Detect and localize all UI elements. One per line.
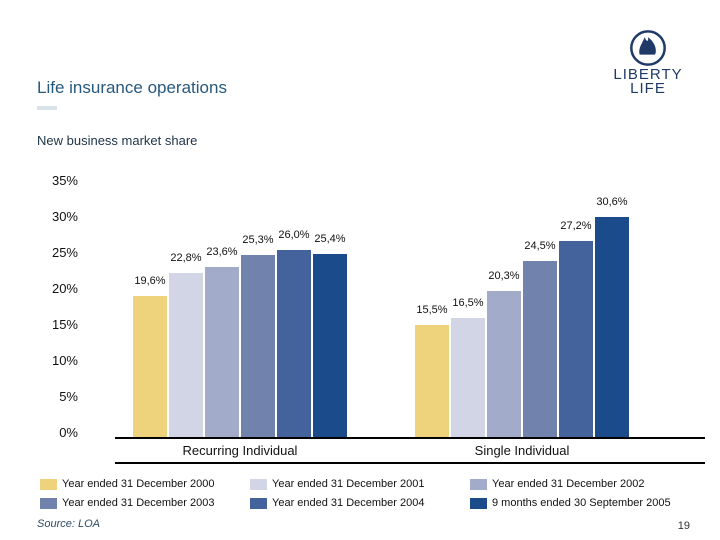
- legend-label: Year ended 31 December 2003: [62, 497, 215, 509]
- bar: [451, 318, 485, 437]
- logo-brand-line1: LIBERTY: [613, 66, 683, 83]
- category-separator-line: [115, 462, 705, 464]
- bar: [205, 267, 239, 437]
- legend-swatch: [40, 479, 57, 490]
- bar: [277, 250, 311, 437]
- liberty-life-logo: LIBERTY LIFE: [600, 28, 696, 112]
- legend-swatch: [470, 479, 487, 490]
- bar-value-label: 23,6%: [206, 246, 238, 258]
- legend-label: Year ended 31 December 2000: [62, 478, 215, 490]
- legend-label: Year ended 31 December 2001: [272, 478, 425, 490]
- bar: [241, 255, 275, 437]
- x-axis-baseline: [115, 437, 705, 439]
- flame-circle-icon: [600, 28, 696, 68]
- source-note: Source: LOA: [37, 518, 100, 530]
- bar: [559, 241, 593, 437]
- bar: [523, 261, 557, 437]
- bar: [169, 273, 203, 437]
- bar-value-label: 30,6%: [596, 196, 628, 208]
- y-axis-tick-label: 5%: [59, 389, 78, 404]
- y-axis-tick-label: 30%: [51, 209, 78, 224]
- bar-value-label: 16,5%: [452, 297, 484, 309]
- bar-value-label: 20,3%: [488, 270, 520, 282]
- legend-label: Year ended 31 December 2004: [272, 497, 425, 509]
- bar-value-label: 25,3%: [242, 234, 274, 246]
- bar: [313, 254, 347, 437]
- y-axis-tick-label: 0%: [59, 425, 78, 440]
- title-underline-dash: [37, 106, 57, 110]
- legend-label: Year ended 31 December 2002: [492, 478, 645, 490]
- legend-swatch: [470, 498, 487, 509]
- bar-value-label: 15,5%: [416, 304, 448, 316]
- bar-value-label: 24,5%: [524, 240, 556, 252]
- y-axis-tick-label: 35%: [51, 173, 78, 188]
- y-axis-tick-label: 25%: [51, 245, 78, 260]
- logo-brand-line2: LIFE: [630, 80, 666, 97]
- y-axis-tick-label: 10%: [51, 353, 78, 368]
- page-number: 19: [677, 520, 690, 532]
- chart-subtitle: New business market share: [37, 133, 198, 148]
- bar: [133, 296, 167, 437]
- y-axis-tick-label: 20%: [51, 281, 78, 296]
- y-axis-tick-label: 15%: [51, 317, 78, 332]
- bar-value-label: 27,2%: [560, 220, 592, 232]
- bar-value-label: 25,4%: [314, 233, 346, 245]
- bar-value-label: 26,0%: [278, 229, 310, 241]
- bar: [595, 217, 629, 437]
- legend-swatch: [250, 498, 267, 509]
- bar-value-label: 22,8%: [170, 252, 202, 264]
- legend-swatch: [250, 479, 267, 490]
- bar-value-label: 19,6%: [134, 275, 166, 287]
- bar: [415, 325, 449, 437]
- legend-label: 9 months ended 30 September 2005: [492, 497, 671, 509]
- category-label: Single Individual: [474, 443, 570, 458]
- page-title: Life insurance operations: [37, 78, 227, 97]
- legend-swatch: [40, 498, 57, 509]
- category-label: Recurring Individual: [182, 443, 298, 458]
- bar: [487, 291, 521, 437]
